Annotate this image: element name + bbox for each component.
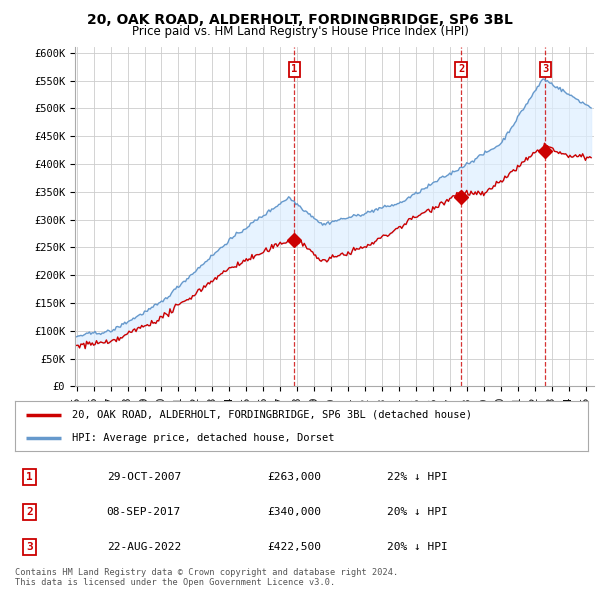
Text: 08-SEP-2017: 08-SEP-2017 bbox=[107, 507, 181, 517]
Text: 3: 3 bbox=[26, 542, 33, 552]
Text: £263,000: £263,000 bbox=[267, 472, 321, 482]
Text: Price paid vs. HM Land Registry's House Price Index (HPI): Price paid vs. HM Land Registry's House … bbox=[131, 25, 469, 38]
Text: 1: 1 bbox=[26, 472, 33, 482]
Text: 2: 2 bbox=[458, 64, 464, 74]
Text: £422,500: £422,500 bbox=[267, 542, 321, 552]
Text: 2: 2 bbox=[26, 507, 33, 517]
Text: Contains HM Land Registry data © Crown copyright and database right 2024.
This d: Contains HM Land Registry data © Crown c… bbox=[15, 568, 398, 587]
Text: 20% ↓ HPI: 20% ↓ HPI bbox=[388, 507, 448, 517]
Text: 20, OAK ROAD, ALDERHOLT, FORDINGBRIDGE, SP6 3BL: 20, OAK ROAD, ALDERHOLT, FORDINGBRIDGE, … bbox=[87, 13, 513, 27]
Text: 22% ↓ HPI: 22% ↓ HPI bbox=[388, 472, 448, 482]
Text: 20% ↓ HPI: 20% ↓ HPI bbox=[388, 542, 448, 552]
Text: HPI: Average price, detached house, Dorset: HPI: Average price, detached house, Dors… bbox=[73, 433, 335, 443]
Text: 22-AUG-2022: 22-AUG-2022 bbox=[107, 542, 181, 552]
Text: 20, OAK ROAD, ALDERHOLT, FORDINGBRIDGE, SP6 3BL (detached house): 20, OAK ROAD, ALDERHOLT, FORDINGBRIDGE, … bbox=[73, 409, 472, 419]
Text: 3: 3 bbox=[542, 64, 548, 74]
Text: 29-OCT-2007: 29-OCT-2007 bbox=[107, 472, 181, 482]
Text: £340,000: £340,000 bbox=[267, 507, 321, 517]
Text: 1: 1 bbox=[291, 64, 298, 74]
